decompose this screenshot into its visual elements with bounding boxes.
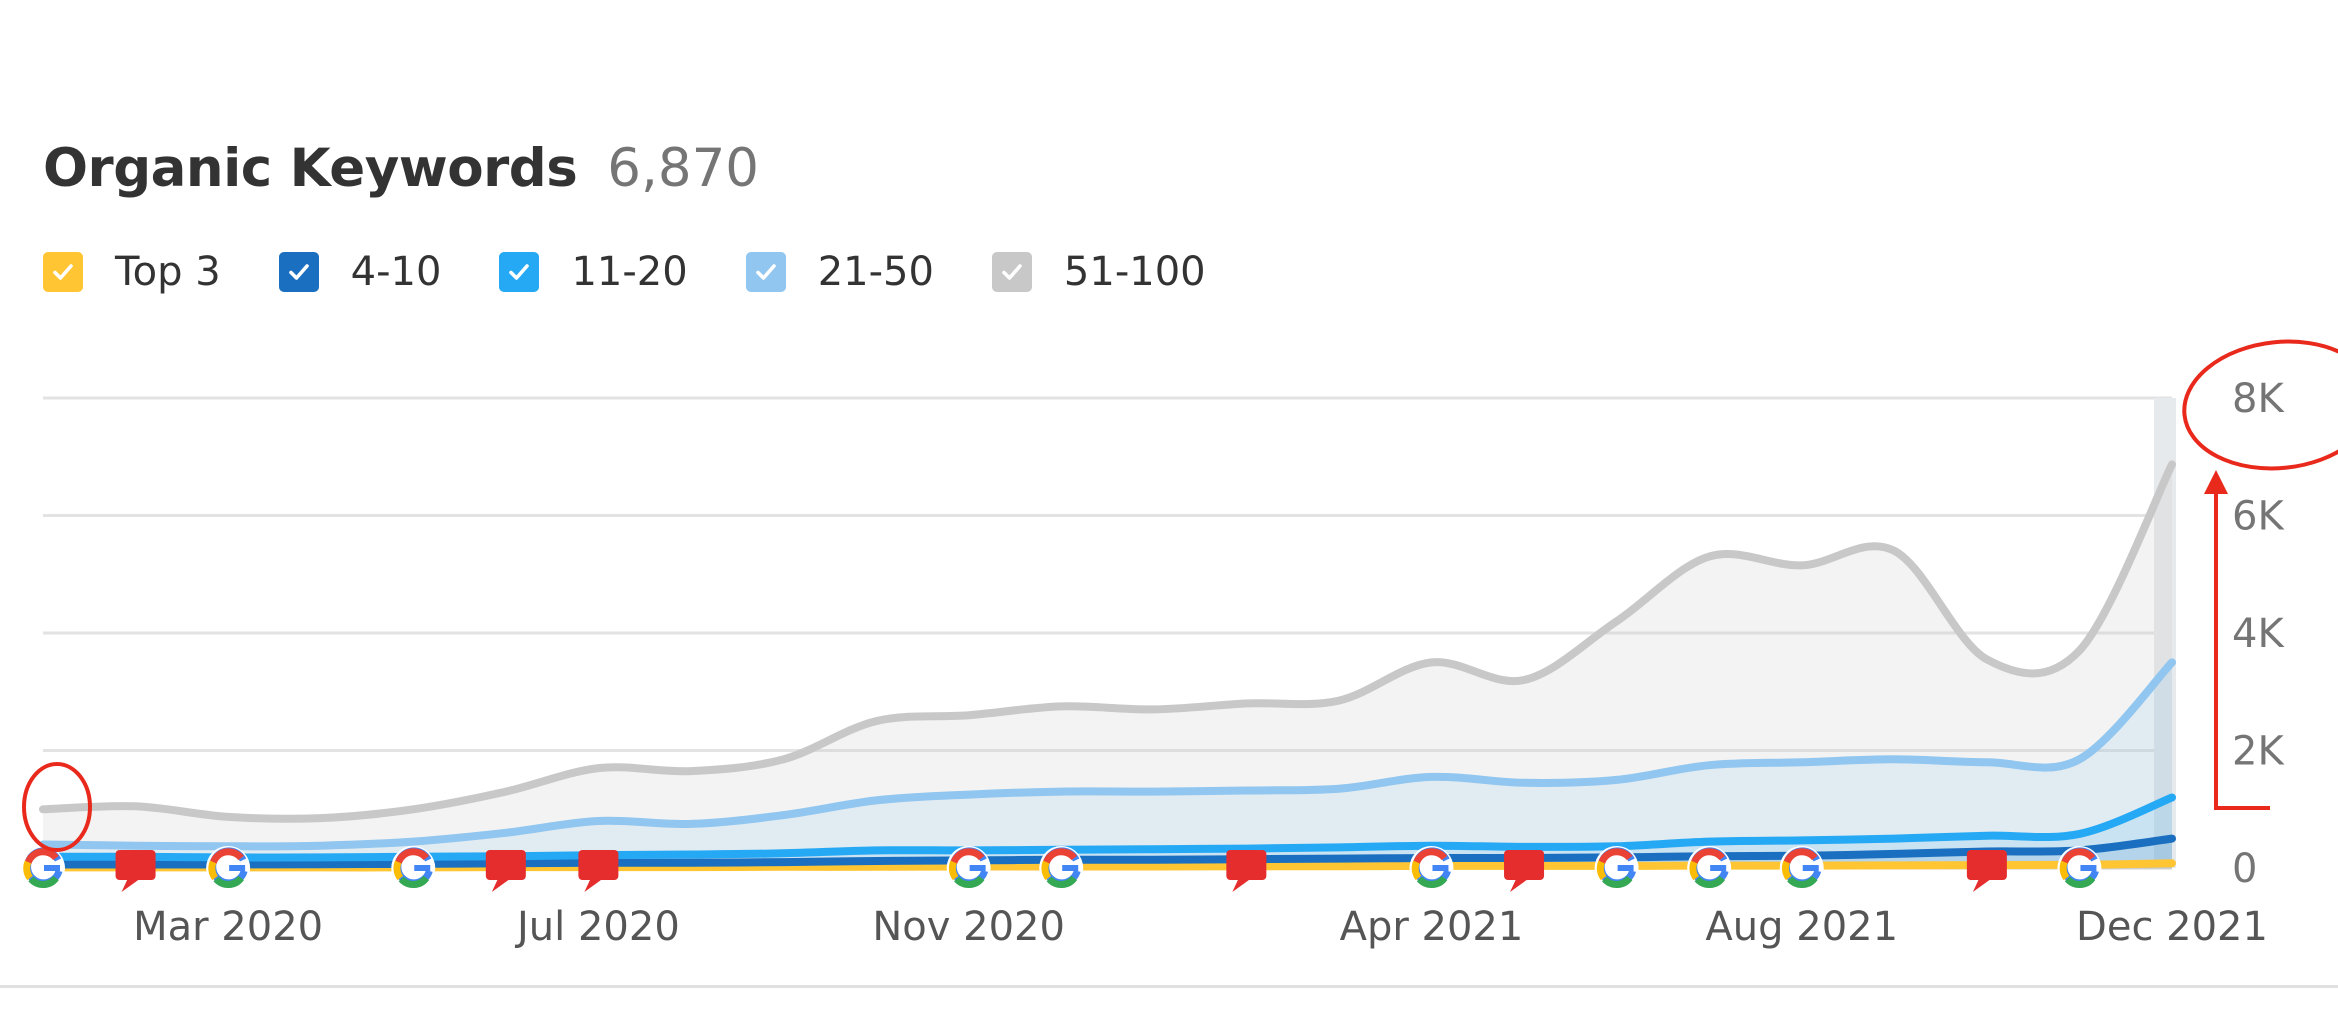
x-tick-label: Nov 2020 — [872, 904, 1065, 950]
checkbox-icon[interactable] — [745, 252, 786, 292]
note-icon[interactable] — [1226, 850, 1267, 892]
y-tick-label: 8K — [2232, 376, 2285, 422]
legend-label: 11-20 — [571, 249, 688, 295]
x-tick-label: Dec 2021 — [2076, 904, 2268, 950]
series-line — [39, 460, 2176, 823]
highlight-circle — [2182, 339, 2338, 471]
google-update-icon[interactable] — [1409, 846, 1454, 890]
series-area — [43, 662, 2172, 868]
y-tick-label: 2K — [2232, 729, 2285, 775]
legend-label: 4-10 — [350, 249, 442, 295]
google-update-icon[interactable] — [2057, 846, 2102, 890]
y-tick-label: 6K — [2232, 494, 2285, 540]
legend-label: Top 3 — [115, 249, 221, 295]
legend: Top 3 4-10 11-20 21-50 51-100 — [43, 249, 1264, 295]
series-area — [43, 797, 2172, 868]
legend-item-11-20[interactable]: 11-20 — [499, 249, 688, 295]
highlight-circle — [22, 762, 92, 852]
y-tick-label: 4K — [2232, 611, 2285, 657]
google-update-icon[interactable] — [1039, 846, 1084, 890]
google-update-icon[interactable] — [21, 846, 65, 890]
legend-item-top3[interactable]: Top 3 — [43, 249, 221, 295]
x-tick-label: Jul 2020 — [514, 904, 680, 950]
legend-label: 51-100 — [1063, 249, 1206, 295]
chart-title: Organic Keywords — [43, 138, 578, 199]
checkbox-icon[interactable] — [43, 252, 83, 292]
chart-header: Organic Keywords 6,870 — [43, 138, 759, 199]
y-tick-label: 0 — [2232, 846, 2257, 892]
x-tick-label: Aug 2021 — [1705, 904, 1898, 950]
checkbox-icon[interactable] — [278, 252, 319, 292]
note-icon[interactable] — [485, 850, 526, 892]
keyword-total: 6,870 — [607, 138, 760, 199]
x-tick-label: Mar 2020 — [133, 904, 323, 950]
hover-band — [2154, 398, 2176, 868]
checkbox-icon[interactable] — [499, 252, 540, 292]
series-area — [43, 464, 2172, 868]
arrow-up-icon — [2204, 470, 2228, 494]
note-icon[interactable] — [578, 850, 619, 892]
google-update-icon[interactable] — [1779, 846, 1824, 890]
legend-item-21-50[interactable]: 21-50 — [745, 249, 934, 295]
divider — [0, 985, 2338, 988]
series-line — [39, 658, 2176, 851]
checkbox-icon[interactable] — [991, 252, 1032, 292]
x-tick-label: Apr 2021 — [1340, 904, 1524, 950]
google-update-icon[interactable] — [1594, 846, 1639, 890]
google-update-icon[interactable] — [391, 846, 436, 890]
legend-item-51-100[interactable]: 51-100 — [991, 249, 1206, 295]
note-icon[interactable] — [1966, 850, 2007, 892]
legend-label: 21-50 — [817, 249, 934, 295]
legend-item-4-10[interactable]: 4-10 — [278, 249, 442, 295]
note-icon[interactable] — [1504, 850, 1545, 892]
google-update-icon[interactable] — [946, 846, 991, 890]
google-update-icon[interactable] — [206, 846, 251, 890]
google-update-icon[interactable] — [1687, 846, 1732, 890]
note-icon[interactable] — [115, 850, 156, 892]
